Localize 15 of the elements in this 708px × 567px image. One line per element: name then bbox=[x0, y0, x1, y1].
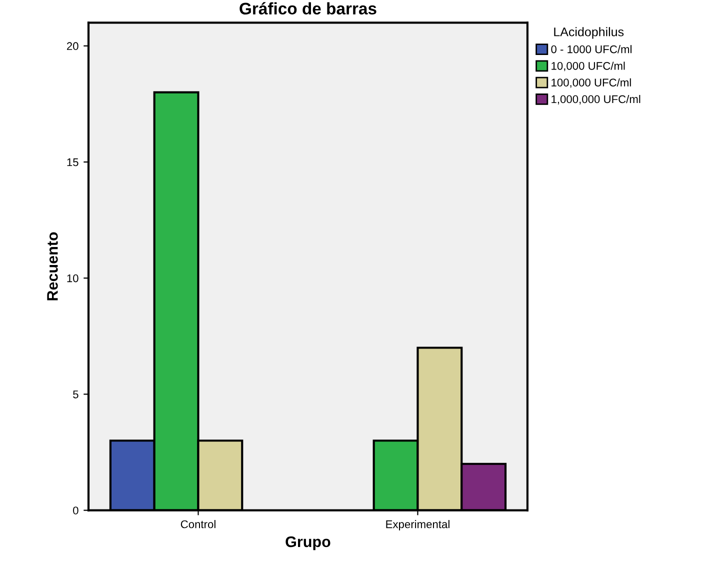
y-axis-title: Recuento bbox=[47, 232, 58, 300]
x-tick-label: Experimental bbox=[386, 520, 450, 530]
chart-title: Gráfico de barras bbox=[240, 2, 376, 15]
x-axis-title: Grupo bbox=[286, 536, 330, 550]
y-tick-label: 15 bbox=[67, 158, 78, 166]
legend-label: 10,000 UFC/ml bbox=[552, 62, 625, 72]
legend-label: 100,000 UFC/ml bbox=[552, 78, 631, 88]
legend-title: LAcidophilus bbox=[554, 27, 624, 39]
legend-label: 0 - 1000 UFC/ml bbox=[551, 45, 632, 54]
legend-label: 1,000,000 UFC/ml bbox=[552, 94, 640, 104]
x-tick-label: Control bbox=[180, 520, 216, 528]
y-tick-label: 0 bbox=[73, 506, 78, 514]
y-tick-label: 10 bbox=[67, 274, 78, 282]
y-tick-label: 20 bbox=[66, 42, 78, 50]
y-tick-label: 5 bbox=[73, 390, 78, 398]
